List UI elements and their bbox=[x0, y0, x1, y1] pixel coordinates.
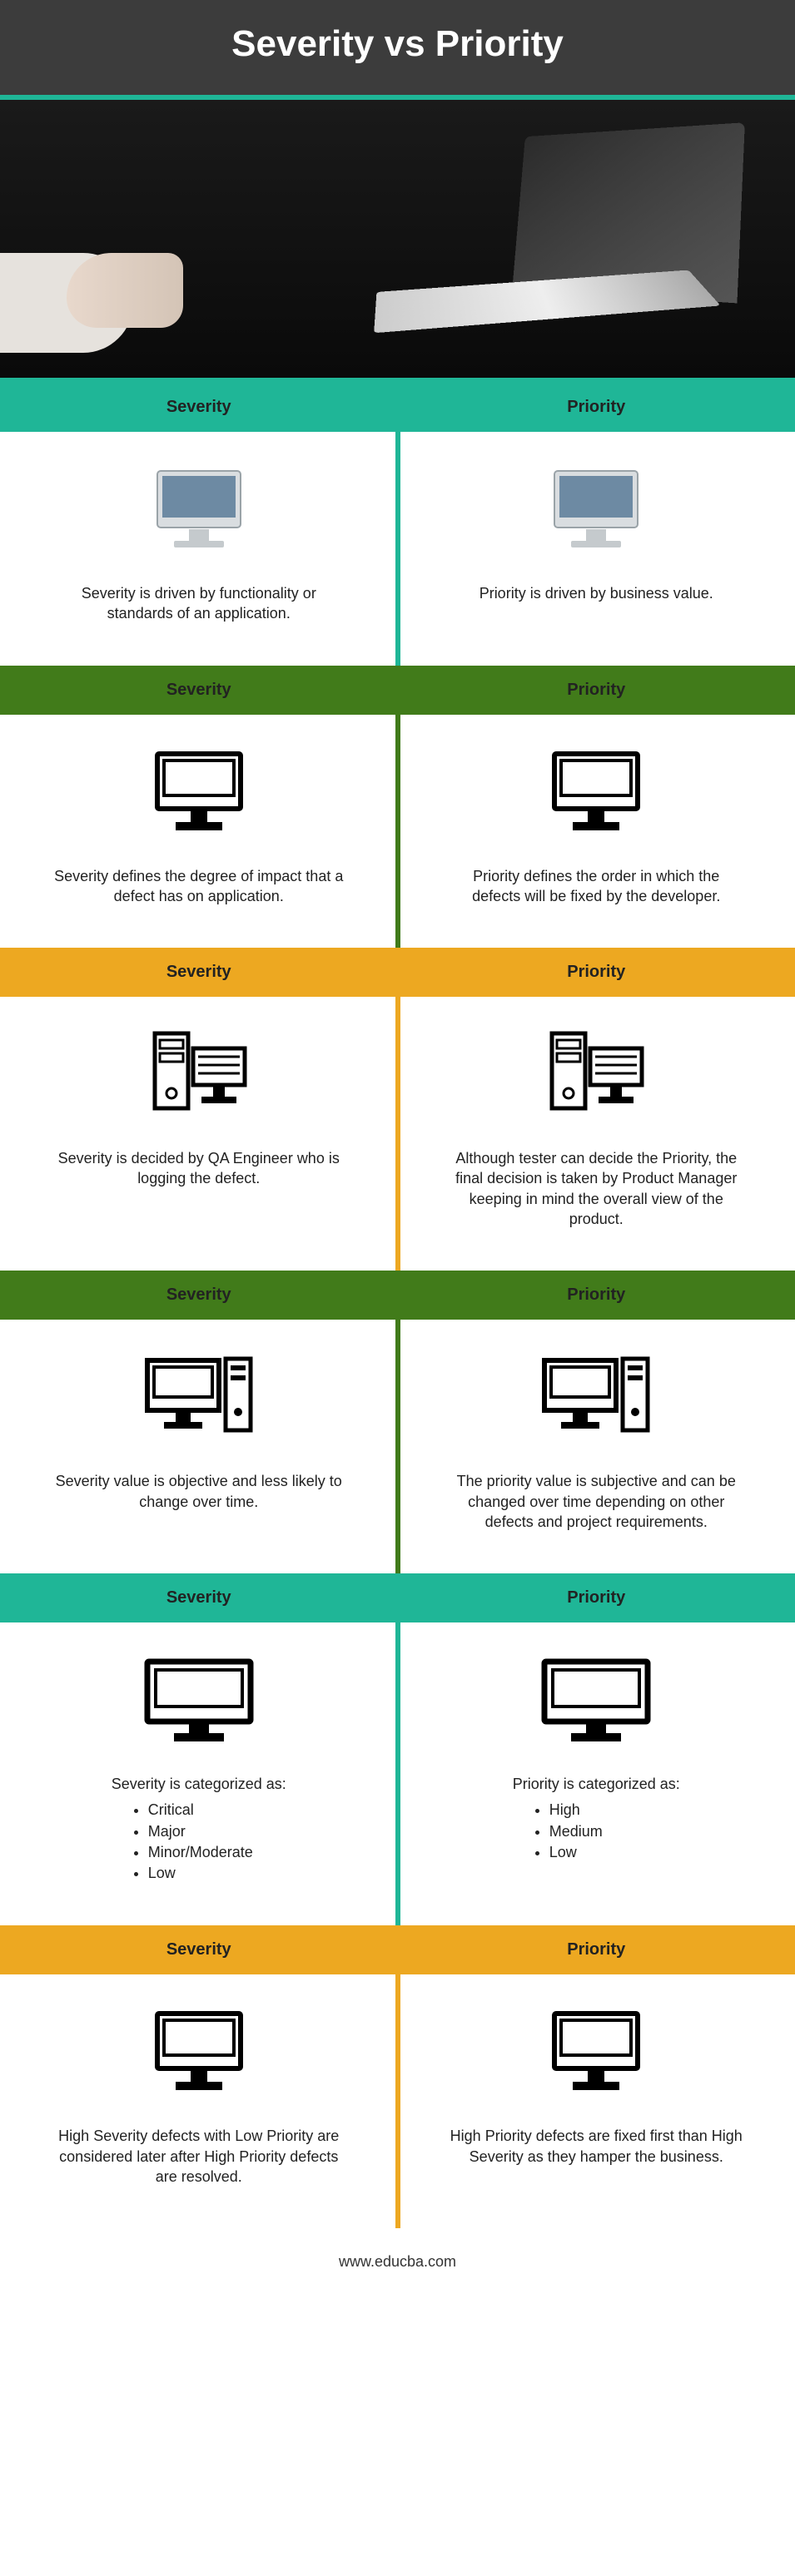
severity-col: High Severity defects with Low Priority … bbox=[0, 2003, 398, 2187]
severity-desc: Severity value is objective and less lik… bbox=[50, 1471, 348, 1512]
priority-col: Priority defines the order in which the … bbox=[398, 743, 795, 907]
band-priority-label: Priority bbox=[398, 1925, 795, 1974]
list-item: Minor/Moderate bbox=[148, 1842, 286, 1863]
monitor-color-icon bbox=[546, 464, 646, 556]
priority-list: Priority is categorized as: HighMediumLo… bbox=[513, 1774, 680, 1863]
list-item: Major bbox=[148, 1821, 286, 1842]
severity-col: Severity is decided by QA Engineer who i… bbox=[0, 1025, 398, 1229]
priority-col: High Priority defects are fixed first th… bbox=[398, 2003, 795, 2187]
desktop-tower-icon bbox=[538, 1352, 654, 1444]
section-band-3: Severity Priority bbox=[0, 1271, 795, 1320]
severity-col: Severity is driven by functionality or s… bbox=[0, 460, 398, 624]
band-priority-label: Priority bbox=[398, 666, 795, 715]
priority-col: Although tester can decide the Priority,… bbox=[398, 1025, 795, 1229]
comparison-row-4: Severity is categorized as: CriticalMajo… bbox=[0, 1622, 795, 1925]
comparison-row-5: High Severity defects with Low Priority … bbox=[0, 1974, 795, 2228]
band-severity-label: Severity bbox=[0, 1271, 398, 1320]
widescreen-icon bbox=[538, 1655, 654, 1746]
row-divider bbox=[395, 1622, 400, 1925]
list-item: Low bbox=[148, 1863, 286, 1884]
severity-col: Severity is categorized as: CriticalMajo… bbox=[0, 1651, 398, 1884]
monitor-outline-icon bbox=[546, 747, 646, 839]
band-severity-label: Severity bbox=[0, 948, 398, 997]
section-band-2: Severity Priority bbox=[0, 948, 795, 997]
priority-desc: Although tester can decide the Priority,… bbox=[448, 1148, 746, 1229]
desktop-tower-icon bbox=[141, 1352, 257, 1444]
severity-list: Severity is categorized as: CriticalMajo… bbox=[112, 1774, 286, 1884]
monitor-outline-icon bbox=[149, 747, 249, 839]
severity-col: Severity defines the degree of impact th… bbox=[0, 743, 398, 907]
row-divider bbox=[395, 997, 400, 1271]
server-icon bbox=[145, 1025, 253, 1125]
section-band-5: Severity Priority bbox=[0, 1925, 795, 1974]
widescreen-icon bbox=[141, 1655, 257, 1746]
priority-col: Priority is driven by business value. bbox=[398, 460, 795, 624]
priority-col: Priority is categorized as: HighMediumLo… bbox=[398, 1651, 795, 1884]
band-priority-label: Priority bbox=[398, 1573, 795, 1622]
comparison-row-1: Severity defines the degree of impact th… bbox=[0, 715, 795, 949]
comparison-row-0: Severity is driven by functionality or s… bbox=[0, 432, 795, 666]
comparison-row-2: Severity is decided by QA Engineer who i… bbox=[0, 997, 795, 1271]
section-band-1: Severity Priority bbox=[0, 666, 795, 715]
monitor-outline-icon bbox=[149, 2007, 249, 2098]
page-title: Severity vs Priority bbox=[0, 0, 795, 100]
footer-url: www.educba.com bbox=[0, 2228, 795, 2304]
band-priority-label: Priority bbox=[398, 383, 795, 432]
section-band-0: Severity Priority bbox=[0, 383, 795, 432]
row-divider bbox=[395, 432, 400, 666]
list-item: Medium bbox=[549, 1821, 680, 1842]
band-severity-label: Severity bbox=[0, 666, 398, 715]
section-band-4: Severity Priority bbox=[0, 1573, 795, 1622]
comparison-row-3: Severity value is objective and less lik… bbox=[0, 1320, 795, 1573]
row-divider bbox=[395, 715, 400, 949]
severity-col: Severity value is objective and less lik… bbox=[0, 1348, 398, 1532]
severity-desc: Severity is decided by QA Engineer who i… bbox=[50, 1148, 348, 1189]
list-item: Low bbox=[549, 1842, 680, 1863]
band-severity-label: Severity bbox=[0, 1573, 398, 1622]
band-severity-label: Severity bbox=[0, 1925, 398, 1974]
hero-image bbox=[0, 100, 795, 383]
priority-col: The priority value is subjective and can… bbox=[398, 1348, 795, 1532]
priority-desc: Priority defines the order in which the … bbox=[448, 866, 746, 907]
list-item: Critical bbox=[148, 1800, 286, 1821]
band-priority-label: Priority bbox=[398, 948, 795, 997]
priority-desc: Priority is driven by business value. bbox=[479, 583, 713, 603]
monitor-outline-icon bbox=[546, 2007, 646, 2098]
band-severity-label: Severity bbox=[0, 383, 398, 432]
severity-desc: Severity is driven by functionality or s… bbox=[50, 583, 348, 624]
band-priority-label: Priority bbox=[398, 1271, 795, 1320]
list-item: High bbox=[549, 1800, 680, 1821]
row-divider bbox=[395, 1974, 400, 2228]
priority-desc: The priority value is subjective and can… bbox=[448, 1471, 746, 1532]
severity-desc: Severity defines the degree of impact th… bbox=[50, 866, 348, 907]
server-icon bbox=[542, 1025, 650, 1125]
priority-desc: High Priority defects are fixed first th… bbox=[448, 2126, 746, 2167]
row-divider bbox=[395, 1320, 400, 1573]
severity-desc: High Severity defects with Low Priority … bbox=[50, 2126, 348, 2187]
monitor-color-icon bbox=[149, 464, 249, 556]
